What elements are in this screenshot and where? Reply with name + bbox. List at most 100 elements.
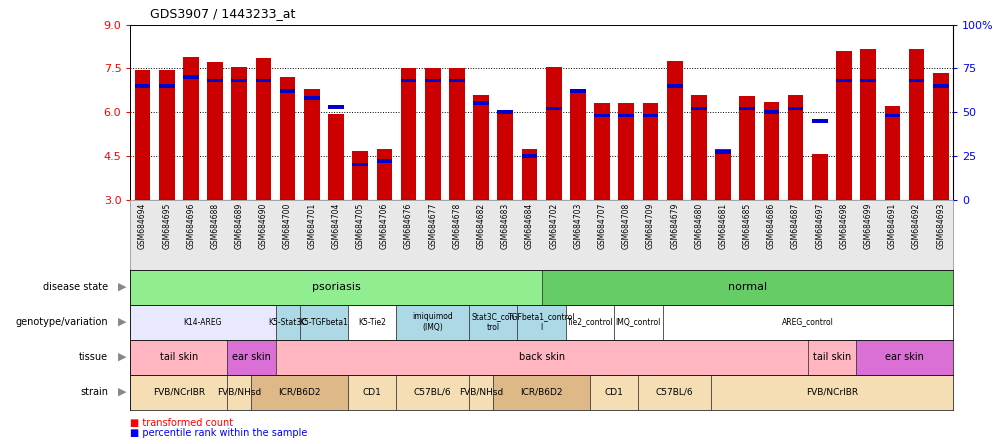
Bar <box>569 90 585 199</box>
Bar <box>231 67 246 199</box>
Text: GSM684690: GSM684690 <box>259 203 268 250</box>
Text: C57BL/6: C57BL/6 <box>655 388 692 396</box>
Bar <box>690 107 706 111</box>
Bar <box>130 340 226 375</box>
Bar <box>280 77 296 199</box>
Bar <box>401 79 416 83</box>
Bar <box>637 375 710 409</box>
Bar <box>666 84 681 88</box>
Bar <box>449 79 464 83</box>
Text: GSM684682: GSM684682 <box>476 203 485 249</box>
Text: genotype/variation: genotype/variation <box>16 317 108 327</box>
Text: ■ transformed count: ■ transformed count <box>130 418 233 428</box>
Bar <box>589 375 637 409</box>
Text: GSM684699: GSM684699 <box>863 203 872 250</box>
Bar <box>207 63 222 199</box>
Text: GSM684694: GSM684694 <box>138 203 147 250</box>
Bar <box>182 57 198 199</box>
Text: GSM684695: GSM684695 <box>162 203 171 250</box>
Text: ▶: ▶ <box>118 282 126 292</box>
Text: ICR/B6D2: ICR/B6D2 <box>520 388 562 396</box>
Bar <box>376 159 392 163</box>
Text: GSM684679: GSM684679 <box>669 203 678 250</box>
Bar <box>812 155 827 199</box>
Bar <box>280 89 296 93</box>
Bar <box>860 49 875 199</box>
Bar <box>714 149 730 199</box>
Bar <box>521 149 537 199</box>
Text: ▶: ▶ <box>118 352 126 362</box>
Text: GSM684687: GSM684687 <box>791 203 800 250</box>
Text: GSM684702: GSM684702 <box>549 203 558 250</box>
Text: GSM684686: GSM684686 <box>767 203 776 250</box>
Text: GSM684693: GSM684693 <box>935 203 944 250</box>
Bar <box>807 340 856 375</box>
Bar <box>134 84 150 88</box>
Bar <box>763 110 779 114</box>
Bar <box>565 305 613 340</box>
Text: GSM684676: GSM684676 <box>404 203 413 250</box>
Text: GSM684696: GSM684696 <box>186 203 195 250</box>
Bar <box>158 70 174 199</box>
Bar <box>738 96 755 199</box>
Text: GSM684689: GSM684689 <box>234 203 243 250</box>
Text: K14-AREG: K14-AREG <box>183 317 222 326</box>
Bar <box>856 340 952 375</box>
Text: K5-TGFbeta1: K5-TGFbeta1 <box>300 317 348 326</box>
Bar <box>376 149 392 199</box>
Bar <box>493 375 589 409</box>
Bar <box>158 84 174 88</box>
Bar <box>642 103 657 199</box>
Bar <box>738 107 755 111</box>
Bar <box>908 79 924 83</box>
Bar <box>593 114 609 118</box>
Bar <box>231 79 246 83</box>
Text: GSM684698: GSM684698 <box>839 203 848 250</box>
Bar <box>130 375 226 409</box>
Bar <box>521 154 537 158</box>
Bar <box>662 305 952 340</box>
Bar <box>642 114 657 118</box>
Bar <box>517 305 565 340</box>
Bar <box>396 305 469 340</box>
Text: GSM684678: GSM684678 <box>452 203 461 250</box>
Text: strain: strain <box>80 387 108 397</box>
Bar <box>666 61 681 199</box>
Bar <box>328 114 344 199</box>
Bar <box>497 110 513 114</box>
Bar <box>348 305 396 340</box>
Text: FVB/NCrIBR: FVB/NCrIBR <box>805 388 857 396</box>
Text: GSM684697: GSM684697 <box>815 203 824 250</box>
Bar <box>932 73 948 199</box>
Bar <box>300 305 348 340</box>
Bar <box>401 68 416 199</box>
Text: GSM684692: GSM684692 <box>911 203 920 250</box>
Text: FVB/NHsd: FVB/NHsd <box>459 388 503 396</box>
Text: GSM684701: GSM684701 <box>307 203 316 250</box>
Bar <box>304 96 320 100</box>
Bar <box>348 375 396 409</box>
Bar <box>134 70 150 199</box>
Text: Stat3C_con
trol: Stat3C_con trol <box>471 313 514 332</box>
Bar <box>787 95 803 199</box>
Text: GSM684705: GSM684705 <box>356 203 365 250</box>
Bar <box>787 107 803 111</box>
Bar <box>714 151 730 154</box>
Bar <box>256 79 271 83</box>
Bar <box>545 107 561 111</box>
Bar <box>710 375 952 409</box>
Text: tissue: tissue <box>79 352 108 362</box>
Bar <box>569 89 585 93</box>
Bar <box>860 79 875 83</box>
Text: normal: normal <box>726 282 767 292</box>
Bar <box>836 79 851 83</box>
Bar <box>884 106 900 199</box>
Text: GSM684688: GSM684688 <box>210 203 219 249</box>
Text: imiquimod
(IMQ): imiquimod (IMQ) <box>412 313 453 332</box>
Text: ▶: ▶ <box>118 317 126 327</box>
Text: ▶: ▶ <box>118 387 126 397</box>
Bar <box>763 102 779 199</box>
Text: K5-Stat3C: K5-Stat3C <box>269 317 307 326</box>
Bar <box>932 84 948 88</box>
Bar <box>304 89 320 199</box>
